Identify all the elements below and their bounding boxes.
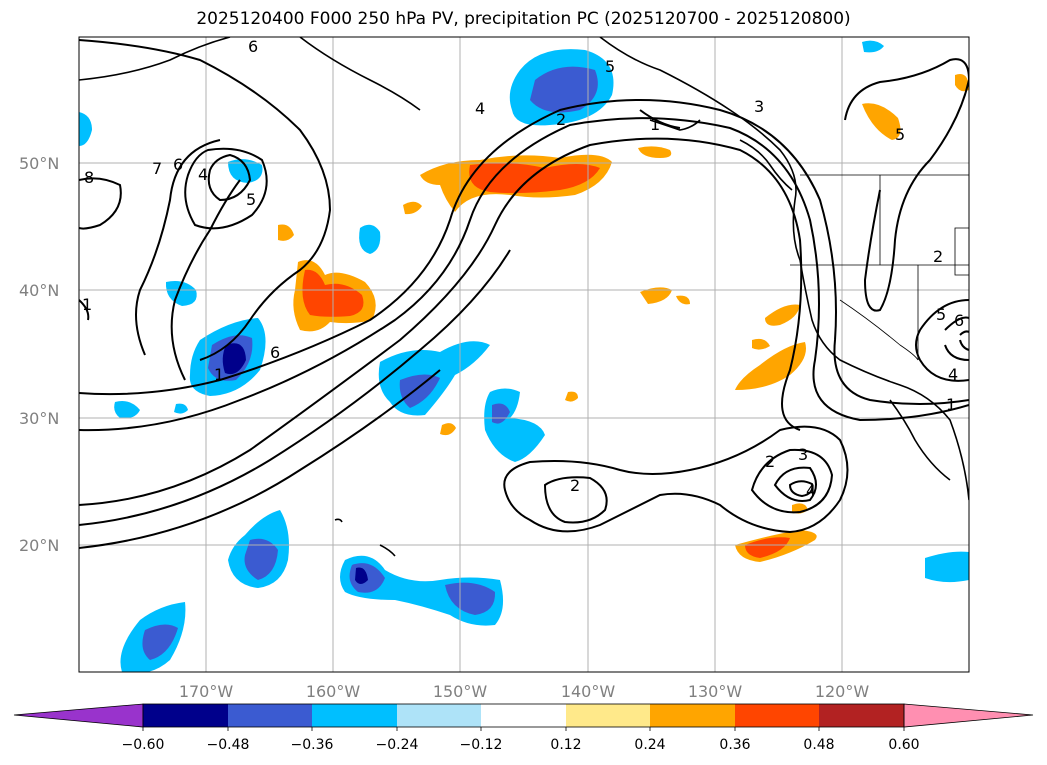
pv-label: 2 <box>570 476 580 495</box>
lat-label: 20°N <box>19 536 59 555</box>
colorbar-segment <box>312 704 397 727</box>
colorbar-tick: −0.36 <box>291 737 334 753</box>
colorbar-segment <box>228 704 312 727</box>
graticule <box>79 37 969 672</box>
precip-positive-shading <box>278 74 969 562</box>
lat-label: 40°N <box>19 281 59 300</box>
pv-label: 1 <box>214 365 224 384</box>
colorbar-segment <box>143 704 228 727</box>
pv-label: 6 <box>954 311 964 330</box>
pv-label: 1 <box>650 115 660 134</box>
lon-label: 120°W <box>815 682 870 701</box>
pv-label: 2 <box>765 452 775 471</box>
pv-contour-labels: 6 8 7 6 4 5 1 6 4 5 2 1 3 2 3 4 2 1 4 5 … <box>82 37 964 500</box>
lon-label: 160°W <box>306 682 361 701</box>
pv-label: 4 <box>806 481 816 500</box>
colorbar-tick: 0.12 <box>550 737 581 753</box>
precip-negative-shading <box>79 40 969 672</box>
colorbar-tick: −0.48 <box>207 737 250 753</box>
pv-label: 2 <box>933 247 943 266</box>
colorbar-segment <box>566 704 650 727</box>
lat-axis: 50°N 40°N 30°N 20°N <box>19 154 59 555</box>
colorbar-tick: 0.36 <box>719 737 750 753</box>
lon-label: 130°W <box>688 682 743 701</box>
lon-label: 170°W <box>179 682 234 701</box>
lat-label: 30°N <box>19 409 59 428</box>
pv-contours <box>79 39 969 549</box>
plot-border <box>78 36 970 673</box>
pv-label: 3 <box>754 97 764 116</box>
pv-label: 8 <box>84 168 94 187</box>
colorbar-tick: 0.48 <box>803 737 834 753</box>
pv-label: 1 <box>82 295 92 314</box>
colorbar-segment <box>397 704 481 727</box>
pv-label: 5 <box>605 57 615 76</box>
pv-label: 6 <box>173 155 183 174</box>
colorbar: −0.60 −0.48 −0.36 −0.24 −0.12 0.12 0.24 … <box>13 703 1034 753</box>
pv-label: 5 <box>936 305 946 324</box>
lon-label: 140°W <box>561 682 616 701</box>
colorbar-tick: −0.12 <box>460 737 503 753</box>
colorbar-tick: 0.24 <box>634 737 665 753</box>
pv-label: 5 <box>246 190 256 209</box>
colorbar-segment <box>735 704 819 727</box>
colorbar-extend-left <box>13 703 144 728</box>
colorbar-tick: 0.60 <box>888 737 919 753</box>
pv-label: 4 <box>475 99 485 118</box>
pv-label: 6 <box>248 37 258 56</box>
lat-label: 50°N <box>19 154 59 173</box>
pv-label: 4 <box>198 165 208 184</box>
coastlines <box>79 37 969 557</box>
pv-label: 6 <box>270 343 280 362</box>
colorbar-tick-marks <box>142 727 905 731</box>
colorbar-segment <box>819 704 904 727</box>
colorbar-segment <box>650 704 735 727</box>
lon-axis: 170°W 160°W 150°W 140°W 130°W 120°W <box>179 682 870 701</box>
state-borders <box>790 174 969 361</box>
pv-label: 1 <box>946 395 956 414</box>
colorbar-segment <box>481 704 566 727</box>
pv-label: 4 <box>948 365 958 384</box>
map-title: 2025120400 F000 250 hPa PV, precipitatio… <box>196 9 851 29</box>
colorbar-tick: −0.60 <box>122 737 165 753</box>
pv-label: 7 <box>152 159 162 178</box>
pv-label: 5 <box>895 125 905 144</box>
pv-label: 3 <box>798 445 808 464</box>
lon-label: 150°W <box>433 682 488 701</box>
colorbar-extend-right <box>903 703 1034 728</box>
pv-label: 2 <box>556 110 566 129</box>
colorbar-frame <box>142 703 905 728</box>
colorbar-tick: −0.24 <box>376 737 419 753</box>
